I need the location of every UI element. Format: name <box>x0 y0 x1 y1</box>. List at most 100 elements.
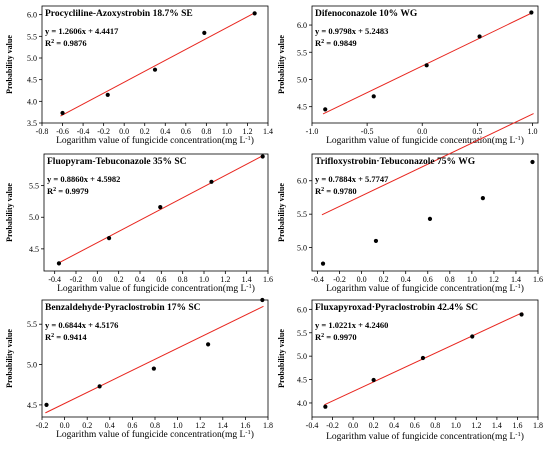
y-tick-label: 6.0 <box>27 11 37 20</box>
x-axis-label: Logarithm value of fungicide concentrati… <box>326 431 524 443</box>
plot-frame <box>43 153 269 272</box>
x-axis-label-text: Logarithm value of fungicide concentrati… <box>326 431 515 442</box>
chart-panel-benzaldehyde: -0.2 0.0 0.2 0.4 0.6 0.8 1.0 1.2 1.4 1.6 1.8 4.5 5.0… <box>5 297 273 440</box>
plot-frame <box>311 299 539 418</box>
y-tick-label: 5.0 <box>27 361 37 370</box>
x-tick-label: -0.4 <box>306 421 319 430</box>
data-point <box>420 355 426 361</box>
y-tick-label: 4.0 <box>27 97 37 106</box>
x-axis-label-exponent: -1 <box>515 431 520 438</box>
x-axis-label-exponent: -1 <box>246 283 251 290</box>
data-point <box>151 366 156 371</box>
r-squared: R2 = 0.9780 <box>315 186 357 196</box>
r-squared-value: = 0.9970 <box>324 332 356 342</box>
x-tick-label: 0.2 <box>140 127 150 136</box>
x-tick-label: 1.0 <box>199 275 209 284</box>
x-axis-label-close: ) <box>521 283 524 294</box>
regression-line <box>321 113 534 216</box>
y-tick-label: 5.0 <box>29 213 39 222</box>
y-axis-label: Probability value <box>277 183 286 242</box>
r-squared-exponent: 2 <box>51 39 54 45</box>
x-tick-label: -0.2 <box>326 421 339 430</box>
x-tick-label: 0.0 <box>92 275 102 284</box>
data-point <box>209 179 214 184</box>
chart-panel-fluxapyroxad: -0.4 -0.2 0.0 0.2 0.4 0.6 0.8 1.0 1.2 1.4 1.6 1.8 4.… <box>277 299 543 443</box>
x-tick-label: -1.0 <box>306 127 319 136</box>
y-tick-label: 5.5 <box>297 329 307 338</box>
x-tick-label: -0.2 <box>70 275 83 284</box>
panel-title: Benzaldehyde·Pyraclostrobin 17% SC <box>45 303 201 313</box>
x-tick-label: 1.0 <box>451 421 461 430</box>
x-tick-label: 1.2 <box>489 275 499 284</box>
r-squared-letter: R <box>315 186 322 196</box>
y-tick-label: 6.0 <box>297 305 307 314</box>
x-axis-label: Logarithm value of fungicide concentrati… <box>56 135 254 147</box>
x-axis-label-close: ) <box>251 429 254 440</box>
r-squared-value: = 0.9780 <box>324 186 356 196</box>
y-tick-label: 4.5 <box>297 376 307 385</box>
x-tick-label: 0.6 <box>423 275 433 284</box>
y-axis-label: Probability value <box>5 183 14 242</box>
plot-frame <box>311 5 539 124</box>
x-tick-label: 0.8 <box>430 421 440 430</box>
x-axis-label-close: ) <box>521 135 524 146</box>
x-axis-label: Logarithm value of fungicide concentrati… <box>326 135 524 147</box>
regression-line <box>60 11 256 117</box>
x-tick-label: 0.4 <box>389 421 399 430</box>
x-axis-label-close: ) <box>521 431 524 442</box>
y-tick-label: 5.5 <box>27 320 37 329</box>
x-tick-label: 1.2 <box>195 421 205 430</box>
data-point <box>202 30 207 35</box>
x-tick-label: 0.0 <box>417 127 427 136</box>
y-axis-label: Probability value <box>5 329 14 388</box>
x-tick-label: 0.2 <box>379 275 389 284</box>
y-axis-label: Probability value <box>277 35 286 94</box>
y-axis-label: Probability value <box>277 329 286 388</box>
x-tick-label: 1.6 <box>533 275 543 284</box>
y-tick-label: 5.0 <box>27 54 37 63</box>
r-squared: R2 = 0.9849 <box>315 38 357 48</box>
x-tick-label: -0.2 <box>97 127 110 136</box>
fit-equation: y = 1.2606x + 4.4417 <box>45 26 119 36</box>
data-point <box>320 261 326 266</box>
r-squared: R2 = 0.9970 <box>315 332 357 342</box>
y-tick-label: 4.5 <box>27 76 37 85</box>
x-tick-label: 0.4 <box>401 275 411 284</box>
x-tick-label: -0.6 <box>56 127 69 136</box>
x-tick-label: 1.4 <box>218 421 228 430</box>
data-point <box>470 334 475 339</box>
chart-panel-procycliline: -0.8 -0.6 -0.4 -0.2 0.0 0.2 0.4 0.6 0.8 1.0 1.2 1.4… <box>5 5 273 147</box>
data-point <box>60 110 65 116</box>
x-tick-label: 0.5 <box>472 127 482 136</box>
x-tick-label: -0.4 <box>77 127 90 136</box>
r-squared-letter: R <box>315 332 322 342</box>
panel-title: Procycliline-Azoxystrobin 18.7% SE <box>45 9 193 19</box>
y-tick-label: 5.5 <box>27 32 37 41</box>
data-point <box>519 312 524 317</box>
x-tick-label: -0.8 <box>36 127 49 136</box>
fit-equation: y = 0.9798x + 5.2483 <box>315 26 388 36</box>
x-axis-label-exponent: -1 <box>515 283 520 290</box>
x-tick-label: 0.2 <box>369 421 379 430</box>
y-tick-label: 4.5 <box>27 401 37 410</box>
y-tick-label: 5.0 <box>297 75 307 84</box>
x-axis-label-text: Logarithm value of fungicide concentrati… <box>56 135 245 146</box>
x-axis-label-close: ) <box>251 135 254 146</box>
data-point <box>252 11 257 16</box>
data-point <box>260 297 265 303</box>
x-tick-label: 0.0 <box>60 421 70 430</box>
y-tick-label: 5.5 <box>29 182 39 191</box>
chart-panel-trifloxystrobin: -0.4 -0.2 0.0 0.2 0.4 0.6 0.8 1.0 1.2 1.4 1.6 5.0 5.… <box>277 113 543 294</box>
x-tick-label: 1.0 <box>467 275 477 284</box>
x-tick-label: 1.0 <box>527 127 537 136</box>
data-point <box>97 384 102 389</box>
y-tick-label: 5.0 <box>297 352 307 361</box>
r-squared-exponent: 2 <box>321 333 324 339</box>
fit-equation: y = 0.6844x + 4.5176 <box>45 320 118 330</box>
x-tick-label: 0.2 <box>114 275 124 284</box>
x-tick-label: 1.0 <box>222 127 232 136</box>
fit-equation: y = 0.8860x + 4.5982 <box>47 174 120 184</box>
y-tick-label: 5.5 <box>297 210 307 219</box>
x-axis-label-exponent: -1 <box>245 135 250 142</box>
